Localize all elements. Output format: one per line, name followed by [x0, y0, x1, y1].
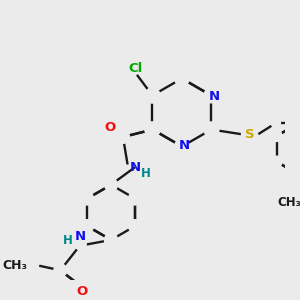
Text: CH₃: CH₃ — [2, 259, 27, 272]
Circle shape — [271, 130, 282, 142]
Circle shape — [128, 220, 141, 232]
Circle shape — [145, 88, 160, 103]
Circle shape — [116, 130, 129, 143]
Text: N: N — [208, 90, 220, 103]
Circle shape — [175, 139, 189, 154]
Circle shape — [75, 239, 86, 250]
Circle shape — [145, 88, 160, 103]
Circle shape — [293, 169, 300, 180]
Text: O: O — [77, 285, 88, 298]
Text: S: S — [245, 128, 255, 141]
Text: O: O — [104, 121, 116, 134]
Circle shape — [293, 118, 300, 129]
Circle shape — [105, 233, 117, 246]
Text: N: N — [129, 161, 140, 174]
Circle shape — [293, 169, 300, 180]
Text: CH₃: CH₃ — [278, 196, 300, 209]
Circle shape — [204, 88, 219, 103]
Circle shape — [105, 178, 117, 191]
Circle shape — [145, 122, 160, 137]
Circle shape — [106, 179, 116, 190]
Circle shape — [81, 192, 94, 205]
Text: H: H — [63, 234, 73, 248]
Circle shape — [293, 118, 300, 129]
Circle shape — [204, 122, 219, 137]
Circle shape — [271, 156, 282, 167]
Circle shape — [204, 122, 219, 137]
Text: N: N — [75, 230, 86, 243]
Circle shape — [271, 118, 280, 128]
Text: Cl: Cl — [128, 62, 142, 75]
Text: H: H — [141, 167, 151, 180]
Circle shape — [128, 192, 141, 205]
Circle shape — [81, 220, 94, 232]
Circle shape — [105, 233, 117, 246]
Circle shape — [175, 71, 189, 86]
Circle shape — [54, 264, 67, 277]
Circle shape — [145, 122, 160, 137]
Text: N: N — [179, 139, 190, 152]
